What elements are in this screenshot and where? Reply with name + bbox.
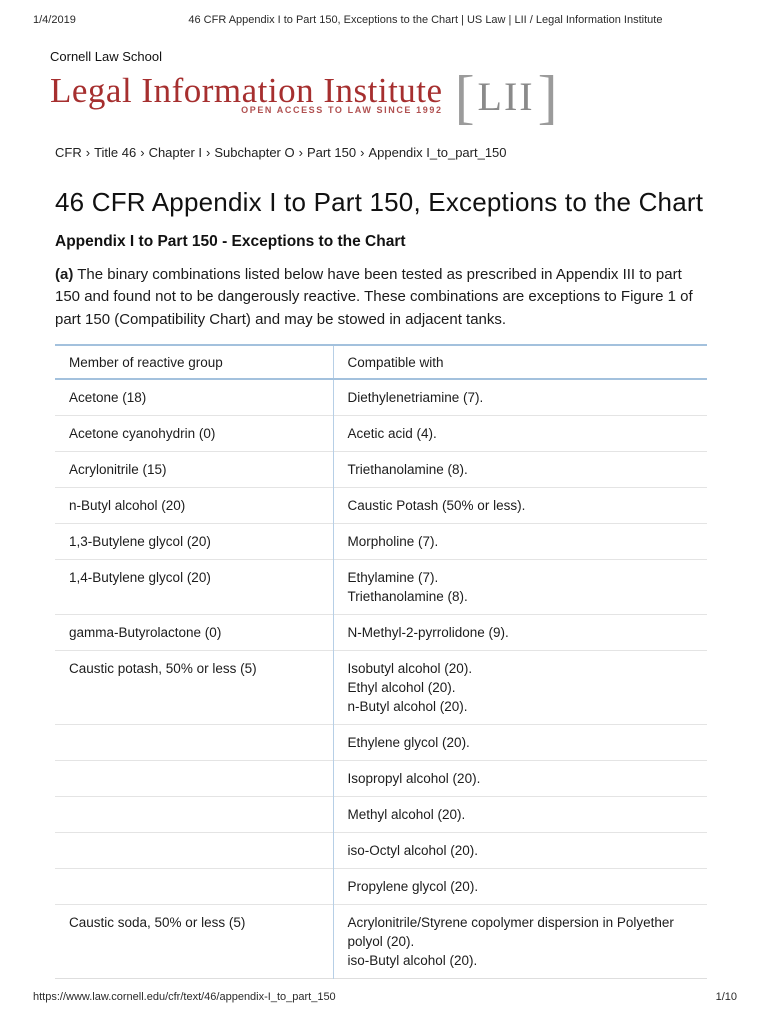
member-cell [55,724,334,761]
table-row: Isopropyl alcohol (20). [55,760,707,797]
compatible-line: Triethanolamine (8). [347,462,468,478]
compatible-line: iso-Octyl alcohol (20). [347,843,479,859]
compatible-line: Diethylenetriamine (7). [347,390,484,406]
table-row: Caustic soda, 50% or less (5) Acrylonitri… [55,904,707,979]
member-cell: gamma-Butyrolactone (0) [55,614,334,651]
member-cell: Acetone (18) [55,379,334,416]
compatible-cell: Acetic acid (4). [333,416,707,452]
print-date: 1/4/2019 [33,14,76,26]
left-bracket-glyph: [ [454,64,475,130]
print-url: https://www.law.cornell.edu/cfr/text/46/… [33,991,336,1003]
member-cell: Caustic potash, 50% or less (5) [55,650,334,725]
member-cell [55,832,334,869]
breadcrumb-separator: › [360,145,365,160]
table-row: Methyl alcohol (20). [55,796,707,833]
member-cell: Acetone cyanohydrin (0) [55,415,334,452]
breadcrumb-separator: › [206,145,211,160]
breadcrumb-separator: › [85,145,91,160]
column-header-compatible: Compatible with [347,355,444,371]
compatible-line: Caustic Potash (50% or less). [347,498,526,514]
table-row: Acetone cyanohydrin (0) Acetic acid (4). [55,415,707,452]
member-cell: 1,4-Butylene glycol (20) [55,559,334,615]
compatible-line: Methyl alcohol (20). [347,807,466,823]
member-cell [55,796,334,833]
table-row: n-Butyl alcohol (20) Caustic Potash (50% … [55,487,707,524]
breadcrumb-item-part-150[interactable]: Part 150 [306,145,357,160]
table-header-row: Member of reactive group Compatible with [55,345,707,380]
compatible-cell: Isopropyl alcohol (20). [333,761,707,797]
breadcrumb-separator: › [140,145,145,160]
compatible-line: Ethyl alcohol (20). [347,680,456,696]
compatible-cell: Ethylamine (7). Triethanolamine (8). [333,560,707,615]
appendix-subtitle: Appendix I to Part 150 - Exceptions to t… [55,233,406,250]
compatible-line: Acetic acid (4). [347,426,437,442]
breadcrumb-item-appendix-i-to-part-150[interactable]: Appendix I_to_part_150 [368,145,507,160]
table-row: iso-Octyl alcohol (20). [55,832,707,869]
table-row: gamma-Butyrolactone (0) N-Methyl-2-pyrrol… [55,614,707,651]
table-row: 1,3-Butylene glycol (20) Morpholine (7). [55,523,707,560]
page-title: 46 CFR Appendix I to Part 150, Exception… [55,187,704,217]
compatible-cell: Propylene glycol (20). [333,869,707,905]
lii-acronym-mark: [ LII ] [454,64,558,130]
table-row: Acrylonitrile (15) Triethanolamine (8). [55,451,707,488]
compatible-line: Isobutyl alcohol (20). [347,661,473,677]
member-cell [55,868,334,905]
lii-tagline: OPEN ACCESS TO LAW SINCE 1992 [241,105,443,115]
compatible-cell: iso-Octyl alcohol (20). [333,833,707,869]
compatible-line: Morpholine (7). [347,534,439,550]
table-row: Acetone (18) Diethylenetriamine (7). [55,379,707,416]
member-cell [55,760,334,797]
cornell-law-school-label: Cornell Law School [50,49,163,64]
member-cell: n-Butyl alcohol (20) [55,487,334,524]
compatible-cell: Acrylonitrile/Styrene copolymer dispersi… [333,905,707,979]
column-header-member: Member of reactive group [55,345,334,380]
compatible-cell: Isobutyl alcohol (20). Ethyl alcohol (20)… [333,651,707,725]
table-row: Ethylene glycol (20). [55,724,707,761]
table-row: 1,4-Butylene glycol (20) Ethylamine (7). T… [55,559,707,615]
compatible-line: N-Methyl-2-pyrrolidone (9). [347,625,509,641]
compatible-cell: Methyl alcohol (20). [333,797,707,833]
print-page-number: 1/10 [715,991,737,1003]
page-content: CFR › Title 46 › Chapter I › Subchapter O › Part… [55,145,712,979]
right-bracket-glyph: ] [537,64,558,130]
compatible-cell: Morpholine (7). [333,524,707,560]
table-row: Caustic potash, 50% or less (5) Isobutyl … [55,650,707,725]
compatible-cell: Ethylene glycol (20). [333,725,707,761]
compatible-line: n-Butyl alcohol (20). [347,699,468,715]
member-cell: Acrylonitrile (15) [55,451,334,488]
compatible-line: Triethanolamine (8). [347,589,468,605]
compatible-line: Propylene glycol (20). [347,879,479,895]
compatible-line: iso-Butyl alcohol (20). [347,953,478,969]
compatible-cell: Triethanolamine (8). [333,452,707,488]
print-document-title: 46 CFR Appendix I to Part 150, Exception… [188,14,663,26]
compatible-cell: N-Methyl-2-pyrrolidone (9). [333,615,707,651]
breadcrumb-item-cfr[interactable]: CFR [55,145,82,160]
breadcrumb-separator: › [298,145,303,160]
member-cell: Caustic soda, 50% or less (5) [55,904,334,979]
print-footer: https://www.law.cornell.edu/cfr/text/46/… [33,991,737,1003]
breadcrumb-item-title-46[interactable]: Title 46 [94,145,137,160]
intro-text: The binary combinations listed below hav… [55,266,693,328]
breadcrumb-item-chapter-i[interactable]: Chapter I [148,145,203,160]
compatible-line: Acrylonitrile/Styrene copolymer dispersi… [347,915,674,950]
print-header: 1/4/2019 46 CFR Appendix I to Part 150, … [33,14,735,26]
compatible-line: Isopropyl alcohol (20). [347,771,481,787]
compatible-line: Ethylamine (7). [347,570,439,586]
member-cell: 1,3-Butylene glycol (20) [55,523,334,560]
paragraph-label: (a) [55,266,74,283]
compatible-line: Ethylene glycol (20). [347,735,470,751]
intro-paragraph: (a) The binary combinations listed below… [55,264,710,331]
table-row: Propylene glycol (20). [55,868,707,905]
lii-acronym: LII [477,74,535,119]
compatible-cell: Diethylenetriamine (7). [333,379,707,416]
exceptions-table-body: Acetone (18) Diethylenetriamine (7). Aceto… [55,379,707,979]
breadcrumb-item-subchapter-o[interactable]: Subchapter O [214,145,295,160]
breadcrumb: CFR › Title 46 › Chapter I › Subchapter O › Part… [55,145,712,160]
lii-wordmark: Legal Information Institute OPEN ACCESS … [50,71,443,116]
exceptions-table: Member of reactive group Compatible with… [55,344,707,979]
lii-institute-title: Legal Information Institute [50,71,443,110]
compatible-cell: Caustic Potash (50% or less). [333,488,707,524]
lii-logo[interactable]: Cornell Law School Legal Information Ins… [50,49,558,130]
